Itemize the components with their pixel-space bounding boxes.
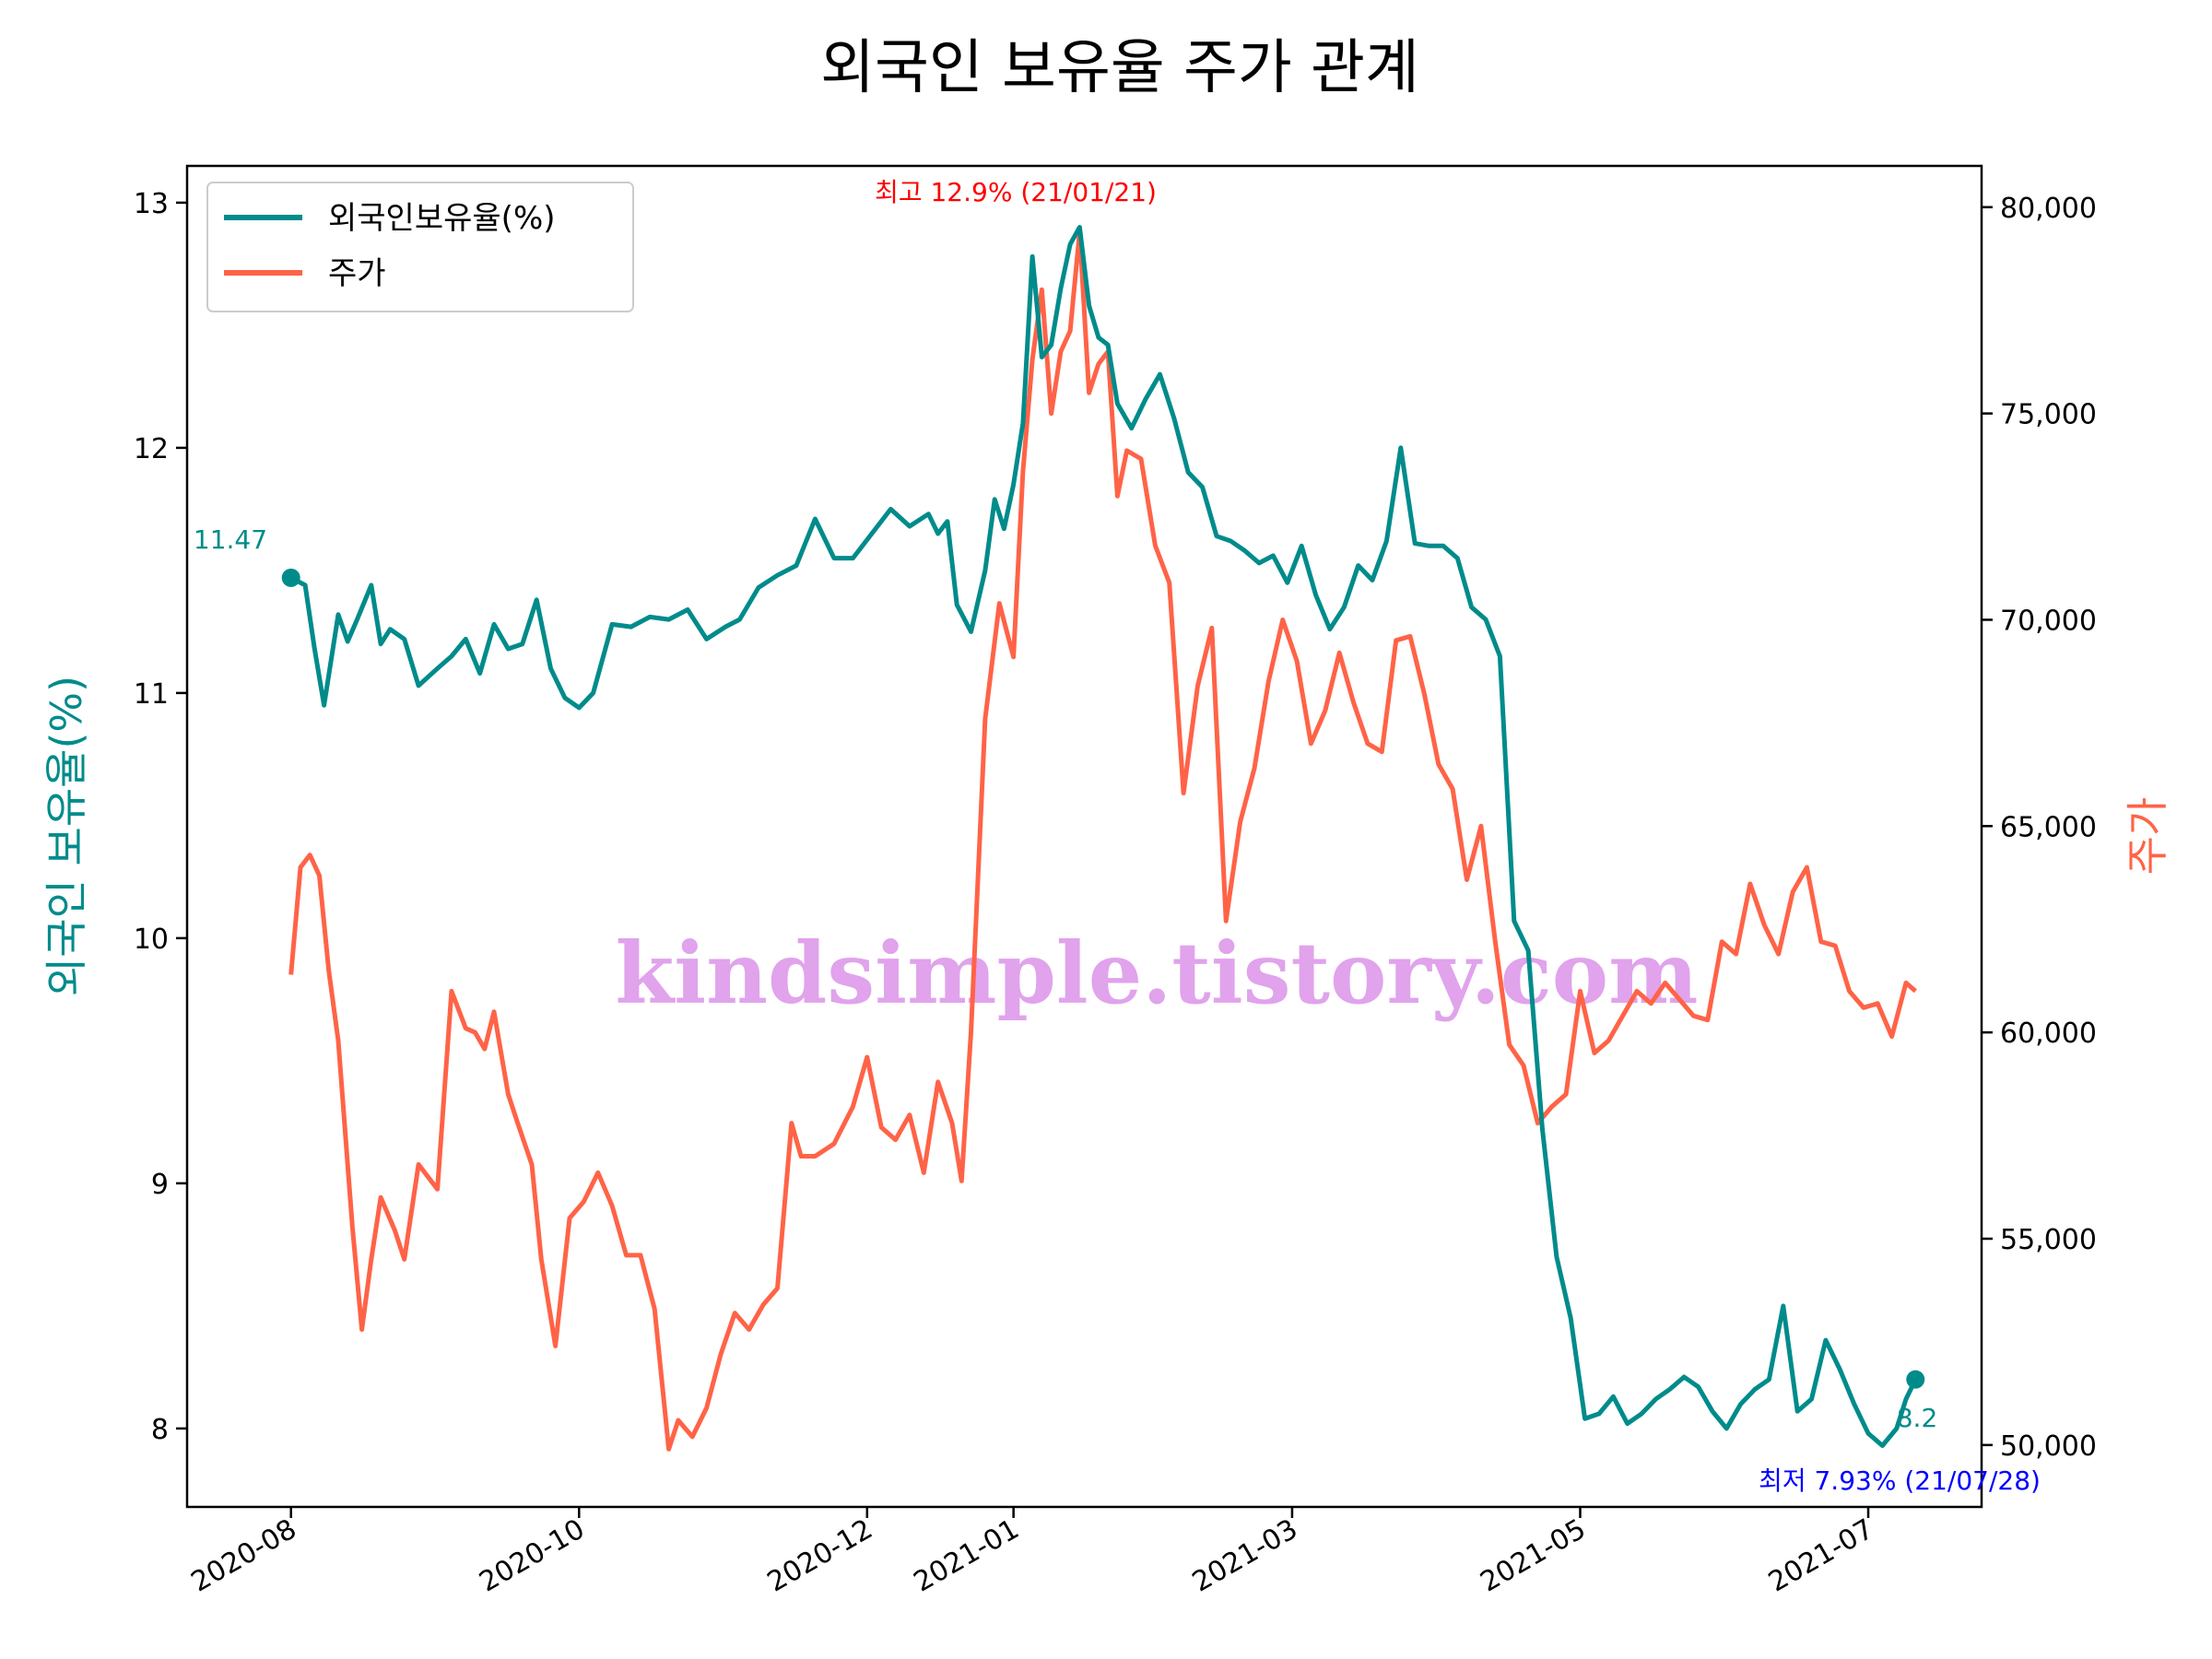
endpoint-markers	[281, 568, 1925, 1389]
y-axis-label-left: 외국인 보유율(%)	[41, 676, 91, 996]
chart-title: 외국인 보유율 주가 관계	[820, 34, 1419, 102]
series-line-holding	[289, 225, 1918, 1448]
series-layer	[288, 225, 1918, 1452]
y2-tick-label: 75,000	[2000, 399, 2097, 431]
legend-label-holding: 외국인보유율(%)	[328, 200, 556, 237]
y-axis-left: 8 9 10 11 12 13	[134, 188, 187, 1446]
end-point-marker	[1906, 1370, 1925, 1389]
watermark-text: kindsimple.tistory.com	[615, 924, 1698, 1023]
x-tick-label: 2021-05	[1475, 1513, 1591, 1599]
x-tick-label: 2020-12	[762, 1513, 878, 1599]
end-value-label: 8.2	[1897, 1403, 1938, 1433]
y2-tick-label: 50,000	[2000, 1430, 2097, 1463]
start-value-label: 11.47	[194, 524, 267, 555]
y2-tick-label: 70,000	[2000, 605, 2097, 637]
y-tick-label: 10	[134, 924, 169, 956]
watermark: kindsimple.tistory.com	[615, 924, 1698, 1023]
x-axis: 2020-08 2020-10 2020-12 2021-01 2021-03 2021-…	[186, 1507, 1879, 1599]
y-tick-label: 8	[151, 1414, 169, 1446]
y2-tick-label: 80,000	[2000, 193, 2097, 225]
y2-tick-label: 60,000	[2000, 1018, 2097, 1050]
start-point-marker	[281, 568, 300, 587]
y-tick-label: 9	[151, 1169, 169, 1201]
y-axis-right: 50,000 55,000 60,000 65,000 70,000 75,000 80,0…	[1982, 193, 2097, 1463]
annotations: 11.47 8.2 최고 12.9% (21/01/21) 최저 7.93% (…	[194, 177, 2041, 1496]
x-tick-label: 2021-01	[909, 1513, 1025, 1599]
y-tick-label: 11	[134, 678, 169, 711]
series-line-price	[288, 229, 1917, 1452]
legend-box	[206, 182, 634, 312]
legend: 외국인보유율(%) 주가	[206, 182, 634, 312]
x-tick-label: 2020-08	[186, 1513, 302, 1599]
y-tick-label: 13	[134, 188, 169, 220]
y-tick-label: 12	[134, 433, 169, 465]
y2-tick-label: 55,000	[2000, 1224, 2097, 1256]
max-annotation: 최고 12.9% (21/01/21)	[875, 177, 1157, 207]
x-tick-label: 2021-03	[1187, 1513, 1303, 1599]
min-annotation: 최저 7.93% (21/07/28)	[1759, 1465, 2041, 1496]
y-axis-label-right: 주가	[2123, 797, 2172, 876]
y2-tick-label: 65,000	[2000, 811, 2097, 843]
legend-label-price: 주가	[328, 255, 386, 292]
x-tick-label: 2020-10	[474, 1513, 590, 1599]
x-tick-label: 2021-07	[1763, 1513, 1879, 1599]
plot-area-frame	[185, 164, 1983, 1509]
